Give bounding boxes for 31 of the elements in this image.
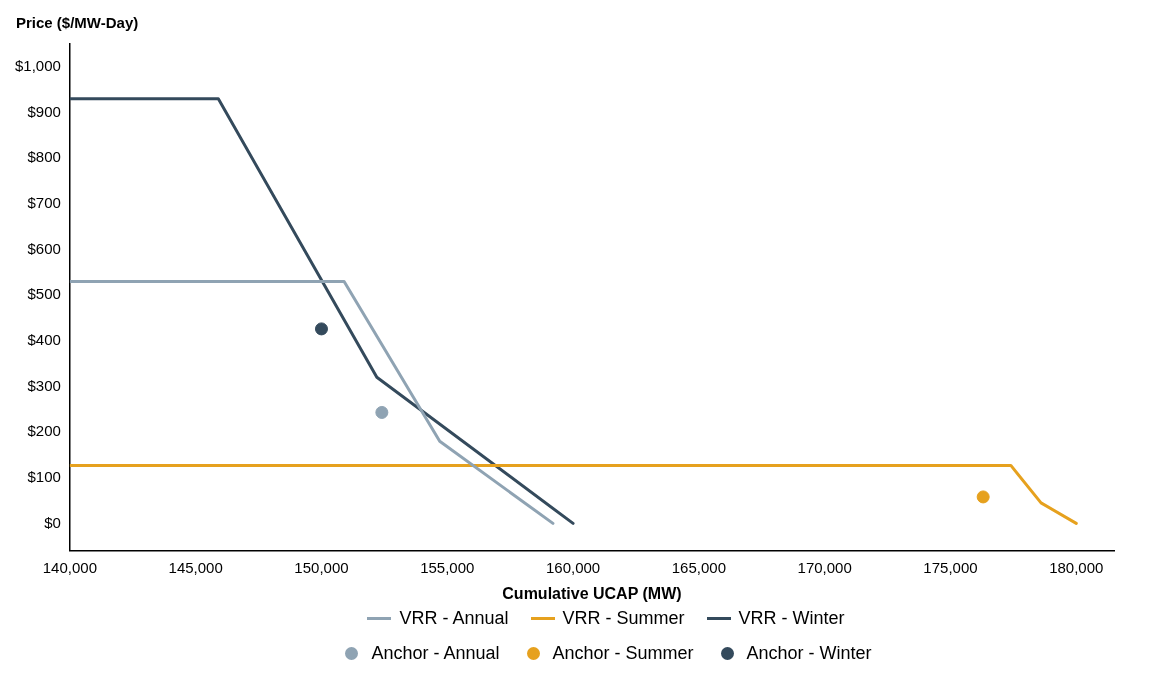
legend-label: Anchor - Summer (552, 643, 694, 664)
legend-label: Anchor - Winter (746, 643, 872, 664)
legend-label: VRR - Annual (399, 608, 509, 629)
y-tick-label: $400 (27, 330, 61, 348)
y-tick-label: $500 (27, 285, 61, 303)
x-tick-label: 155,000 (420, 558, 475, 576)
y-tick-label: $700 (27, 193, 61, 211)
legend-label: Anchor - Annual (371, 643, 500, 664)
y-tick-label: $200 (27, 422, 61, 440)
y-tick-label: $900 (27, 102, 61, 120)
x-tick-label: 160,000 (545, 558, 601, 576)
point (314, 322, 328, 336)
y-tick-label: $800 (27, 148, 61, 166)
y-tick-label: $100 (27, 467, 61, 485)
y-tick-label: $600 (27, 239, 61, 257)
x-tick-label: 165,000 (671, 558, 726, 576)
x-tick-label: 170,000 (797, 558, 852, 576)
x-tick-label: 180,000 (1049, 558, 1104, 576)
y-tick-label: $300 (27, 376, 61, 394)
x-tick-label: 175,000 (923, 558, 978, 576)
y-tick-label: $0 (44, 513, 61, 531)
x-axis-title: Cumulative UCAP (MW) (502, 584, 682, 602)
point (976, 490, 990, 504)
x-tick-label: 140,000 (42, 558, 97, 576)
x-tick-label: 150,000 (294, 558, 349, 576)
legend-label: VRR - Summer (562, 608, 685, 629)
point (375, 405, 389, 419)
y-tick-label: $1,000 (14, 56, 61, 74)
x-tick-label: 145,000 (168, 558, 223, 576)
y-axis-title: Price ($/MW-Day) (16, 13, 139, 31)
legend-label: VRR - Winter (738, 608, 845, 629)
